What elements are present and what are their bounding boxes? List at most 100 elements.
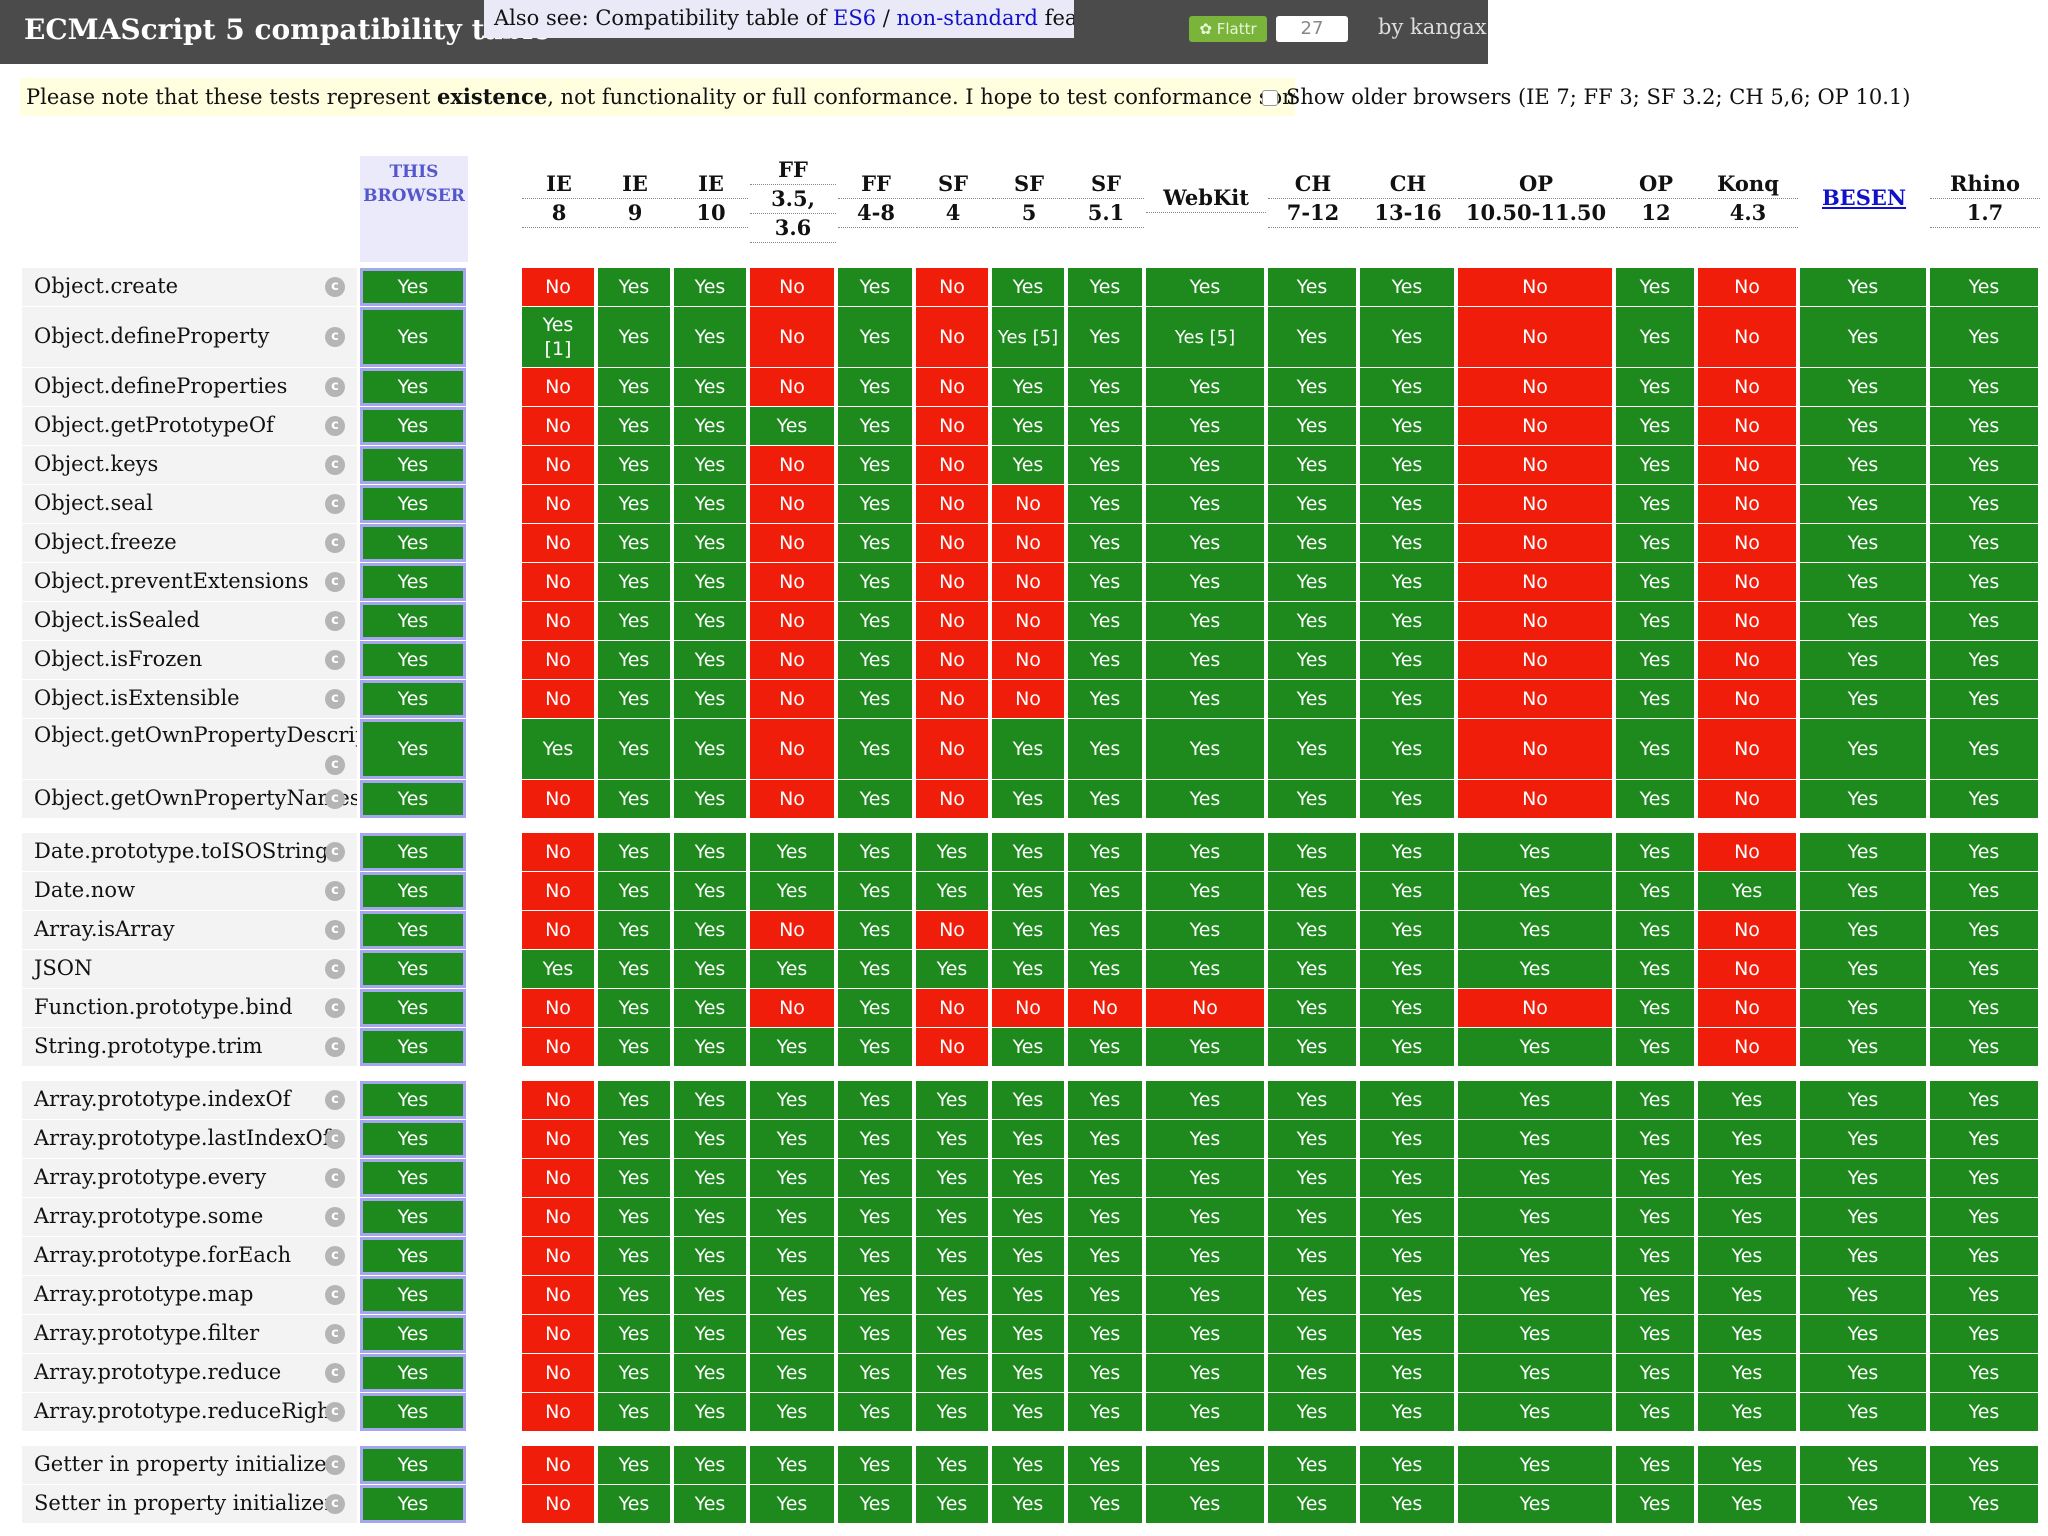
result-value: Yes	[936, 841, 968, 863]
info-circle-icon[interactable]: c	[325, 416, 345, 436]
result-value: Yes	[1089, 276, 1121, 298]
non-standard-link[interactable]: non-standard	[896, 6, 1039, 30]
result-value: Yes	[1391, 610, 1423, 632]
info-circle-icon[interactable]: c	[325, 1090, 345, 1110]
result-value: Yes	[1968, 454, 2000, 476]
result-cell: Yes	[1458, 1354, 1612, 1392]
result-cell: Yes	[1268, 719, 1356, 779]
info-circle-icon[interactable]: c	[325, 1494, 345, 1514]
column-header-11: CH 13-16	[1360, 170, 1456, 228]
result-cell: Yes	[1360, 268, 1454, 306]
result-cell: Yes	[360, 911, 466, 949]
result-cell: No	[1698, 1028, 1796, 1066]
result-cell: No	[916, 1028, 988, 1066]
info-circle-icon[interactable]: c	[325, 1168, 345, 1188]
result-cell: Yes	[360, 719, 466, 779]
info-circle-icon[interactable]: c	[325, 881, 345, 901]
info-circle-icon[interactable]: c	[325, 1129, 345, 1149]
info-circle-icon[interactable]: c	[325, 650, 345, 670]
result-value: Yes	[1012, 1128, 1044, 1150]
result-cell: No	[1458, 780, 1612, 818]
result-cell: No	[916, 719, 988, 779]
result-value: Yes	[859, 493, 891, 515]
result-value: Yes	[1296, 493, 1328, 515]
info-circle-icon[interactable]: c	[325, 494, 345, 514]
result-value: Yes	[1968, 1167, 2000, 1189]
info-circle-icon[interactable]: c	[325, 572, 345, 592]
result-value: Yes	[618, 997, 650, 1019]
result-value: Yes	[1968, 376, 2000, 398]
result-value: Yes	[859, 738, 891, 760]
result-value: Yes	[1296, 997, 1328, 1019]
result-cell: Yes	[1146, 1028, 1264, 1066]
feature-row-label: Getter in property initializer c	[22, 1446, 357, 1484]
info-circle-icon[interactable]: c	[325, 455, 345, 475]
result-cell: Yes	[674, 872, 746, 910]
info-circle-icon[interactable]: c	[325, 1402, 345, 1422]
info-circle-icon[interactable]: c	[325, 377, 345, 397]
info-circle-icon[interactable]: c	[325, 611, 345, 631]
result-cell: Yes	[1800, 524, 1926, 562]
flattr-button[interactable]: ✿ Flattr	[1189, 16, 1267, 42]
result-value: Yes	[694, 276, 726, 298]
result-value: No	[1015, 532, 1041, 554]
result-cell: Yes	[1930, 485, 2038, 523]
result-value: Yes	[1189, 1128, 1221, 1150]
info-circle-icon[interactable]: c	[325, 842, 345, 862]
result-cell: No	[916, 268, 988, 306]
result-value: Yes	[1012, 1036, 1044, 1058]
info-circle-icon[interactable]: c	[325, 755, 345, 775]
result-cell: Yes	[598, 1446, 670, 1484]
info-circle-icon[interactable]: c	[325, 1246, 345, 1266]
result-cell: No	[1698, 563, 1796, 601]
result-cell: No	[522, 872, 594, 910]
result-value: Yes	[1296, 532, 1328, 554]
es6-link[interactable]: ES6	[832, 6, 877, 30]
info-circle-icon[interactable]: c	[325, 689, 345, 709]
info-circle-icon[interactable]: c	[325, 1455, 345, 1475]
feature-row-label: Date.now c	[22, 872, 357, 910]
result-value: Yes	[1296, 571, 1328, 593]
result-value: Yes	[694, 958, 726, 980]
result-cell: No	[522, 485, 594, 523]
result-value: Yes	[1639, 688, 1671, 710]
column-header-name[interactable]: BESEN	[1821, 185, 1907, 210]
info-circle-icon[interactable]: c	[325, 1207, 345, 1227]
info-circle-icon[interactable]: c	[325, 533, 345, 553]
result-value: Yes	[618, 1245, 650, 1267]
result-cell: Yes	[360, 268, 466, 306]
result-value: Yes	[1968, 1401, 2000, 1423]
result-cell: Yes	[838, 641, 912, 679]
byline[interactable]: by kangax	[1378, 15, 1487, 39]
info-circle-icon[interactable]: c	[325, 1285, 345, 1305]
result-value: No	[779, 788, 805, 810]
info-circle-icon[interactable]: c	[325, 789, 345, 809]
feature-name: Date.prototype.toISOString	[34, 839, 329, 863]
column-header-3: IE 10	[674, 170, 748, 228]
result-value: No	[939, 919, 965, 941]
info-circle-icon[interactable]: c	[325, 920, 345, 940]
info-circle-icon[interactable]: c	[325, 1324, 345, 1344]
result-cell: Yes	[1698, 1393, 1796, 1431]
info-circle-icon[interactable]: c	[325, 277, 345, 297]
info-circle-icon[interactable]: c	[325, 998, 345, 1018]
result-value: Yes	[1639, 1128, 1671, 1150]
result-value: Yes	[1296, 276, 1328, 298]
result-cell: Yes	[1068, 1081, 1142, 1119]
feature-name: Object.isSealed	[34, 608, 200, 632]
show-older-browsers-toggle[interactable]: Show older browsers (IE 7; FF 3; SF 3.2;…	[1262, 82, 1910, 112]
info-circle-icon[interactable]: c	[325, 959, 345, 979]
info-circle-icon[interactable]: c	[325, 1037, 345, 1057]
result-cell: Yes	[674, 1393, 746, 1431]
result-value: No	[939, 276, 965, 298]
show-older-browsers-checkbox[interactable]	[1262, 90, 1278, 106]
note-text-bold: existence	[437, 84, 548, 109]
result-cell: Yes	[1360, 1276, 1454, 1314]
result-cell: Yes	[674, 524, 746, 562]
info-circle-icon[interactable]: c	[325, 327, 345, 347]
result-cell: Yes	[1930, 1028, 2038, 1066]
result-value: No	[545, 376, 571, 398]
info-circle-icon[interactable]: c	[325, 1363, 345, 1383]
result-cell: Yes	[838, 911, 912, 949]
result-cell: Yes	[674, 1081, 746, 1119]
